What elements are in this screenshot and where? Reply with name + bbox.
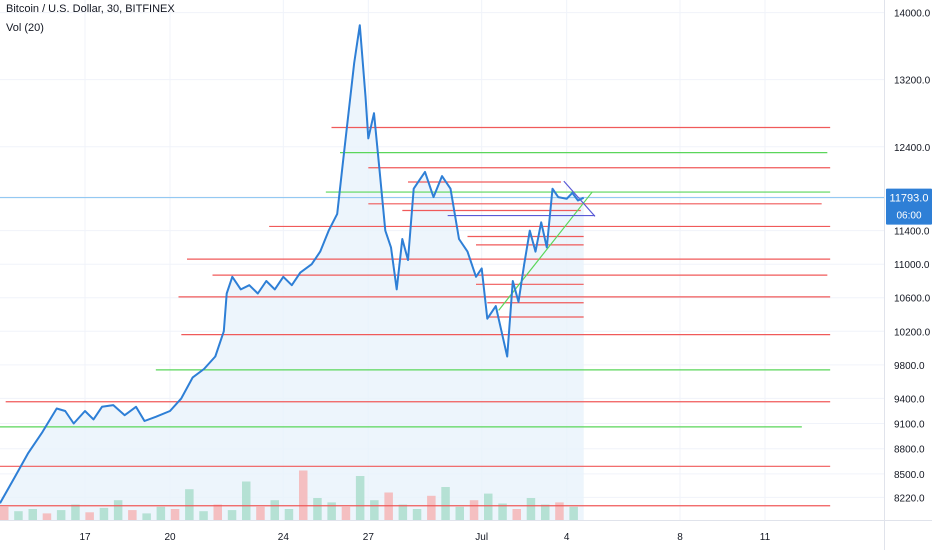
volume-bar (43, 513, 52, 520)
volume-bar (327, 502, 336, 520)
x-tick-label: 24 (278, 532, 290, 543)
y-tick-label: 11000.0 (894, 260, 930, 271)
volume-bar (313, 498, 322, 520)
x-tick-label: Jul (475, 532, 488, 543)
volume-bar (14, 511, 23, 520)
volume-bar (29, 509, 38, 520)
volume-bar (171, 509, 180, 520)
volume-bar (399, 505, 408, 520)
y-tick-label: 9400.0 (894, 394, 925, 405)
x-tick-label: 20 (164, 532, 176, 543)
volume-bar (271, 500, 280, 520)
y-tick-label: 9800.0 (894, 361, 925, 372)
chart-legend-volume[interactable]: Vol (20) (6, 22, 44, 34)
volume-bar (299, 471, 308, 521)
x-tick-label: 11 (760, 532, 771, 543)
y-tick-label: 10200.0 (894, 327, 931, 338)
y-tick-label: 8220.0 (894, 493, 925, 504)
y-tick-label: 9100.0 (894, 420, 925, 431)
y-tick-label: 8500.0 (894, 470, 925, 481)
x-tick-label: 8 (677, 532, 683, 543)
volume-bar (199, 511, 208, 520)
bar-countdown: 06:00 (896, 211, 921, 222)
volume-bar (256, 507, 265, 520)
volume-bar (142, 513, 151, 520)
volume-bar (0, 507, 9, 520)
volume-bar (527, 498, 536, 520)
volume-bar (285, 509, 294, 520)
volume-bar (470, 500, 479, 520)
chart-legend-symbol[interactable]: Bitcoin / U.S. Dollar, 30, BITFINEX (6, 3, 175, 15)
volume-bar (356, 476, 365, 520)
volume-bar (555, 502, 564, 520)
volume-bar (569, 507, 578, 520)
volume-bar (128, 510, 137, 520)
volume-bar (157, 507, 166, 520)
volume-bar (57, 510, 66, 520)
volume-bar (427, 496, 436, 520)
price-area (0, 25, 584, 520)
volume-bar (541, 505, 550, 520)
x-tick-label: 27 (363, 532, 375, 543)
y-tick-label: 11400.0 (894, 227, 930, 238)
volume-bar (413, 509, 422, 520)
volume-bar (242, 482, 251, 521)
volume-bar (185, 489, 194, 520)
y-tick-label: 8800.0 (894, 445, 925, 456)
volume-bar (513, 509, 522, 520)
y-tick-label: 13200.0 (894, 76, 931, 87)
y-tick-label: 14000.0 (894, 9, 931, 20)
y-tick-label: 10600.0 (894, 294, 931, 305)
volume-bar (214, 505, 223, 520)
last-price-value: 11793.0 (890, 193, 929, 205)
volume-bar (228, 510, 237, 520)
volume-bar (456, 507, 465, 520)
volume-bar (484, 494, 493, 520)
volume-bar (100, 508, 109, 520)
x-tick-label: 17 (79, 532, 91, 543)
volume-bar (441, 487, 450, 520)
y-tick-label: 12400.0 (894, 143, 931, 154)
volume-bar (114, 500, 123, 520)
volume-bar (342, 507, 351, 520)
volume-bar (71, 505, 80, 520)
volume-bar (370, 500, 379, 520)
volume-bar (85, 512, 94, 520)
x-tick-label: 4 (564, 532, 570, 543)
